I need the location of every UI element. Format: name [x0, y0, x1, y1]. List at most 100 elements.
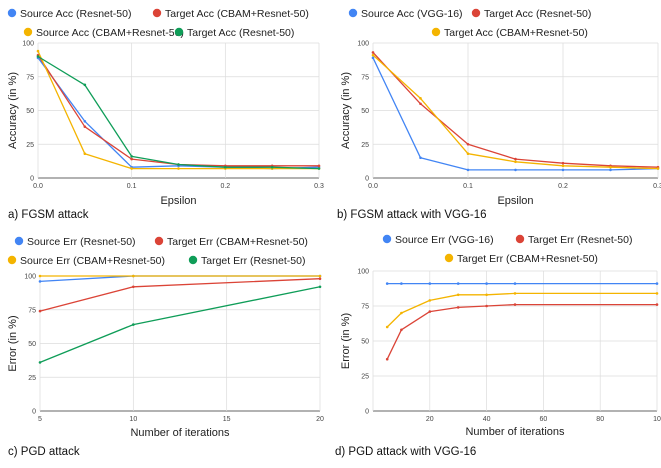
data-point — [38, 309, 42, 313]
chart-panel-fgsm: 0 25 50 75 100 0.0 0.1 0.2 0.3 Epsilon Accuracy (i… — [0, 0, 330, 232]
data-point — [609, 168, 612, 172]
data-point — [514, 157, 517, 161]
legend-label: Target Err (Resnet-50) — [528, 234, 632, 246]
chart-pgd: 0 25 50 75 100 5 10 15 20 Number of iterations Err… — [7, 236, 324, 439]
data-point — [400, 311, 403, 315]
data-point — [456, 306, 460, 309]
data-point — [132, 274, 135, 278]
x-tick-label: 0.1 — [463, 183, 473, 190]
legend-label: Target Err (CBAM+Resnet-50) — [167, 236, 308, 248]
x-tick-label: 20 — [316, 416, 324, 423]
x-tick-label: 0.3 — [653, 183, 661, 190]
y-axis-label: Error (in %) — [340, 313, 352, 369]
x-tick-label: 20 — [426, 416, 434, 423]
legend-label: Source Err (VGG-16) — [395, 234, 494, 246]
y-tick-label: 100 — [22, 41, 34, 48]
y-tick-label: 25 — [26, 142, 34, 149]
x-axis-label: Number of iterations — [465, 426, 565, 438]
data-point — [318, 277, 322, 280]
data-point — [83, 83, 87, 87]
data-point — [419, 156, 422, 160]
legend-marker — [23, 27, 33, 37]
x-tick-label: 0.3 — [314, 183, 324, 190]
data-point — [456, 293, 460, 297]
data-point — [177, 163, 180, 166]
chart-panel-fgsm-vgg: 0 25 50 75 100 0.0 0.1 0.2 0.3 Epsilon Accuracy (i… — [331, 0, 661, 232]
data-point — [38, 274, 42, 278]
data-point — [385, 282, 389, 285]
x-axis-label: Epsilon — [160, 195, 196, 207]
series-line-4 — [39, 286, 321, 364]
data-point — [132, 285, 135, 289]
legend-label: Target Acc (CBAM+Resnet-50) — [444, 27, 588, 39]
data-point — [419, 102, 422, 106]
x-tick-label: 0.1 — [127, 183, 137, 190]
legend-label: Source Err (CBAM+Resnet-50) — [20, 255, 165, 267]
data-point — [371, 56, 375, 60]
data-point — [466, 168, 470, 172]
legend-label: Target Err (CBAM+Resnet-50) — [457, 253, 598, 265]
y-tick-label: 0 — [365, 409, 369, 416]
legend-label: Target Acc (CBAM+Resnet-50) — [165, 8, 309, 20]
legend-label: Source Acc (CBAM+Resnet-50) — [36, 27, 184, 39]
caption-fgsm: a) FGSM attack — [8, 209, 89, 221]
chart-panel-pgd-vgg: 0 25 50 75 100 20 40 60 80 10 Number of iterations… — [331, 233, 661, 468]
data-point — [428, 299, 432, 302]
x-axis-label: Number of iterations — [130, 427, 230, 439]
y-tick-label: 75 — [26, 74, 34, 81]
data-point — [38, 361, 42, 364]
legend-marker — [431, 27, 441, 37]
x-tick-label: 0.0 — [368, 183, 378, 190]
y-tick-label: 0 — [30, 176, 34, 183]
chart-fgsm-vgg: 0 25 50 75 100 0.0 0.1 0.2 0.3 Epsilon Accuracy (i… — [340, 8, 661, 207]
data-point — [485, 293, 488, 297]
data-point — [514, 168, 517, 172]
data-point — [655, 292, 659, 295]
x-tick-label: 40 — [483, 416, 491, 423]
legend-label: Source Acc (Resnet-50) — [20, 8, 131, 20]
y-tick-label: 25 — [361, 142, 369, 149]
legend-label: Source Err (Resnet-50) — [27, 236, 136, 248]
data-point — [317, 167, 321, 170]
data-point — [270, 165, 274, 169]
data-point — [318, 285, 322, 289]
y-tick-label: 75 — [361, 304, 369, 311]
y-axis-label: Error (in %) — [7, 315, 19, 371]
chart-panel-pgd: 0 25 50 75 100 5 10 15 20 Number of iterations Err… — [0, 233, 330, 468]
data-point — [318, 274, 322, 278]
data-point — [36, 49, 40, 53]
data-point — [485, 282, 488, 285]
legend-marker — [7, 8, 17, 18]
series-line-1 — [372, 57, 659, 171]
data-point — [466, 142, 470, 146]
y-axis-label: Accuracy (in %) — [7, 72, 19, 149]
x-tick-label: 10 — [653, 416, 661, 423]
y-tick-label: 100 — [24, 274, 36, 281]
data-point — [428, 310, 432, 313]
legend-marker — [188, 255, 198, 265]
legend-label: Target Acc (Resnet-50) — [187, 27, 294, 39]
y-tick-label: 0 — [365, 176, 369, 183]
data-point — [485, 304, 488, 308]
x-tick-label: 80 — [596, 416, 604, 423]
data-point — [83, 120, 87, 123]
data-point — [561, 161, 565, 165]
y-tick-label: 100 — [357, 269, 369, 276]
x-tick-label: 0.2 — [558, 183, 568, 190]
data-point — [83, 125, 87, 128]
series-line-3 — [37, 50, 319, 170]
y-tick-label: 50 — [361, 108, 369, 115]
x-tick-label: 60 — [540, 416, 548, 423]
x-tick-label: 5 — [38, 416, 42, 423]
y-tick-label: 25 — [28, 375, 36, 382]
caption-pgd: c) PGD attack — [8, 446, 80, 458]
x-axis-label: Epsilon — [497, 195, 533, 207]
data-point — [83, 152, 87, 155]
data-point — [371, 53, 375, 57]
data-point — [561, 164, 565, 168]
x-tick-label: 10 — [129, 416, 137, 423]
legend-marker — [7, 255, 17, 265]
data-point — [466, 152, 470, 155]
y-tick-label: 50 — [26, 108, 34, 115]
y-tick-label: 100 — [357, 41, 369, 48]
